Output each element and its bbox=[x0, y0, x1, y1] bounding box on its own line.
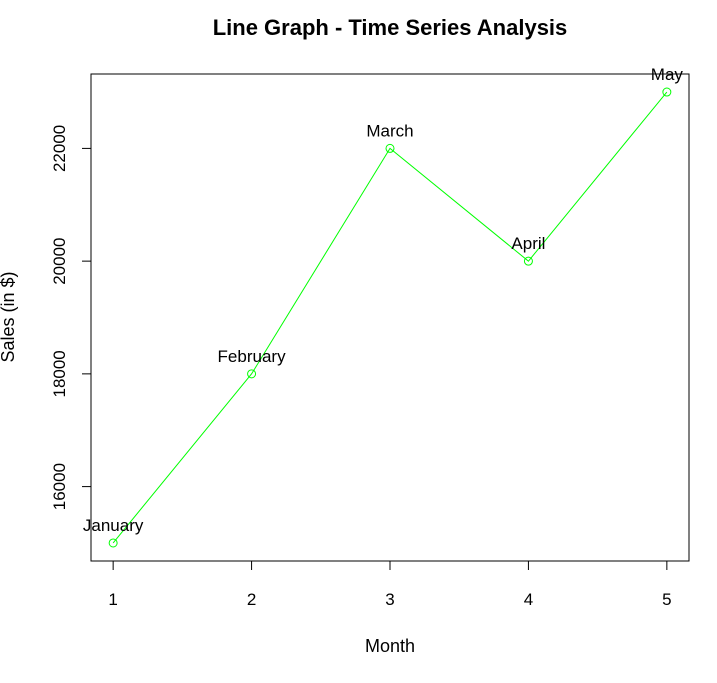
x-axis-label: Month bbox=[365, 636, 415, 656]
x-tick-label: 2 bbox=[247, 590, 256, 609]
x-axis: 1 2 3 4 5 bbox=[108, 560, 672, 609]
data-point bbox=[108, 538, 118, 548]
chart-title: Line Graph - Time Series Analysis bbox=[213, 15, 568, 40]
y-tick-label: 18000 bbox=[50, 350, 69, 397]
y-tick-label: 16000 bbox=[50, 463, 69, 510]
y-axis: 16000 18000 20000 22000 bbox=[50, 125, 92, 510]
point-label: May bbox=[651, 65, 684, 84]
y-axis-label: Sales (in $) bbox=[0, 271, 18, 362]
data-point bbox=[523, 256, 533, 266]
plot-frame bbox=[90, 73, 690, 562]
data-point bbox=[662, 87, 672, 97]
data-point bbox=[385, 143, 395, 153]
point-label: April bbox=[511, 234, 545, 253]
point-label: February bbox=[218, 347, 287, 366]
point-label: March bbox=[366, 121, 413, 140]
y-tick-label: 20000 bbox=[50, 237, 69, 284]
x-tick-label: 1 bbox=[108, 590, 117, 609]
point-labels-layer: January February March April May bbox=[83, 65, 683, 535]
x-tick-label: 3 bbox=[385, 590, 394, 609]
x-tick-label: 4 bbox=[524, 590, 533, 609]
series-layer bbox=[108, 87, 672, 548]
series-line bbox=[112, 91, 668, 544]
x-tick-label: 5 bbox=[662, 590, 671, 609]
y-tick-label: 22000 bbox=[50, 125, 69, 172]
point-label: January bbox=[83, 516, 144, 535]
data-point bbox=[247, 369, 257, 379]
